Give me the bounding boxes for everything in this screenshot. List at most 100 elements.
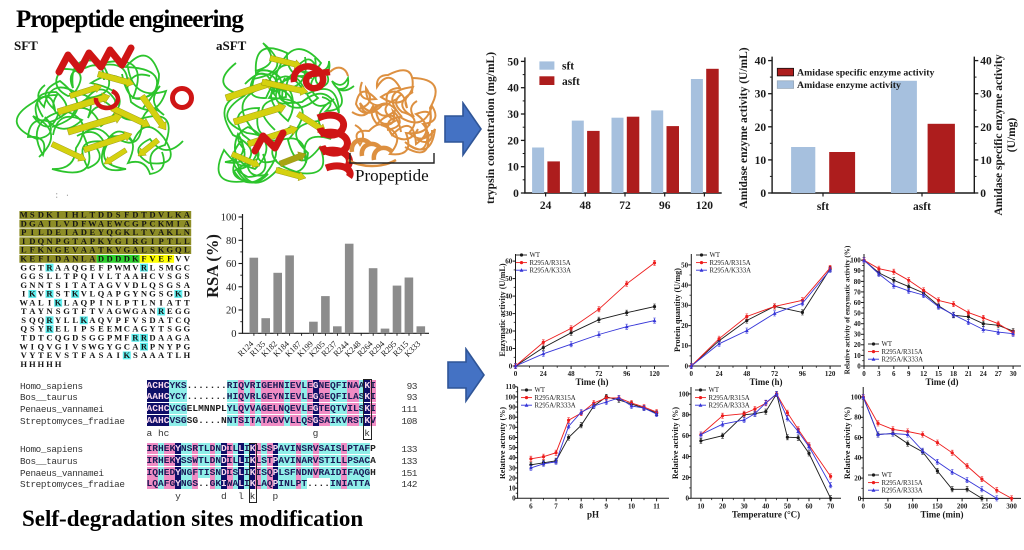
svg-text:A: A xyxy=(184,333,191,343)
svg-text:Protein quantity (U/mg): Protein quantity (U/mg) xyxy=(673,268,682,352)
svg-text:L: L xyxy=(64,324,70,334)
svg-text:G: G xyxy=(175,271,182,281)
svg-text:G: G xyxy=(166,280,173,290)
svg-text:120: 120 xyxy=(696,200,714,212)
svg-text:20: 20 xyxy=(719,502,727,510)
svg-text:200: 200 xyxy=(957,502,968,510)
svg-text:L: L xyxy=(38,297,44,307)
svg-text:27: 27 xyxy=(995,370,1003,378)
svg-text:72: 72 xyxy=(771,370,779,378)
svg-text:S: S xyxy=(30,210,35,220)
svg-text:Y: Y xyxy=(29,350,36,360)
svg-text:E: E xyxy=(29,253,35,263)
svg-text:Amidase enzyme activity (U/mL): Amidase enzyme activity (U/mL) xyxy=(738,47,750,208)
svg-text:60: 60 xyxy=(509,434,516,442)
svg-text:F: F xyxy=(167,253,172,263)
svg-text:K: K xyxy=(106,245,113,255)
svg-text:R295A/R315A: R295A/R315A xyxy=(710,260,751,267)
svg-text:A: A xyxy=(89,315,96,325)
svg-text:120: 120 xyxy=(825,370,836,378)
svg-text:0: 0 xyxy=(509,362,513,370)
svg-text:A: A xyxy=(106,350,113,360)
svg-text:Y: Y xyxy=(55,315,62,325)
svg-text:N: N xyxy=(149,306,156,316)
svg-text:96: 96 xyxy=(623,370,631,378)
svg-text:30: 30 xyxy=(980,89,992,101)
svg-text:48: 48 xyxy=(743,370,751,378)
svg-text:P: P xyxy=(73,271,78,281)
svg-text:T: T xyxy=(90,306,96,316)
svg-text:F: F xyxy=(38,253,43,263)
svg-text:G: G xyxy=(106,280,113,290)
svg-text:C: C xyxy=(124,218,130,228)
svg-text:T: T xyxy=(141,210,147,220)
svg-text:K: K xyxy=(166,227,173,237)
svg-text:D: D xyxy=(21,218,27,228)
svg-text:L: L xyxy=(55,271,61,281)
svg-text:F: F xyxy=(81,218,86,228)
svg-text:Y: Y xyxy=(167,341,174,351)
svg-text:M: M xyxy=(166,218,174,228)
svg-text:D: D xyxy=(149,315,155,325)
svg-text:A: A xyxy=(98,280,105,290)
svg-text:D: D xyxy=(132,210,138,220)
svg-text:V: V xyxy=(115,280,122,290)
svg-text:8: 8 xyxy=(579,502,583,510)
svg-text:10: 10 xyxy=(509,485,516,493)
svg-text:R: R xyxy=(46,289,53,299)
svg-text:S: S xyxy=(56,306,61,316)
svg-text:R: R xyxy=(141,333,148,343)
svg-text:I: I xyxy=(99,297,103,307)
svg-text:Q: Q xyxy=(20,324,27,334)
svg-text:asft: asft xyxy=(913,201,931,213)
svg-text:R295A/R315A: R295A/R315A xyxy=(882,480,923,487)
svg-text:P: P xyxy=(141,218,146,228)
svg-text:E: E xyxy=(158,253,164,263)
svg-text:I: I xyxy=(91,271,95,281)
svg-text:A: A xyxy=(55,262,62,272)
svg-text:K: K xyxy=(123,350,130,360)
svg-text:G: G xyxy=(80,262,87,272)
svg-text:WT: WT xyxy=(882,472,893,479)
svg-text:K: K xyxy=(80,315,87,325)
svg-text:P: P xyxy=(81,324,86,334)
svg-text:I: I xyxy=(22,236,26,246)
svg-text:R295A/R333A: R295A/R333A xyxy=(709,402,750,409)
svg-text:Y: Y xyxy=(98,227,105,237)
svg-text:E: E xyxy=(64,245,70,255)
svg-text:L: L xyxy=(81,253,87,263)
svg-text:A: A xyxy=(98,218,105,228)
svg-text:L: L xyxy=(107,271,113,281)
svg-text:70: 70 xyxy=(827,502,835,510)
svg-text:A: A xyxy=(89,253,96,263)
svg-text:D: D xyxy=(38,210,44,220)
svg-text:3: 3 xyxy=(877,370,881,378)
svg-text:R: R xyxy=(46,262,53,272)
svg-text:A: A xyxy=(132,271,139,281)
svg-text:A: A xyxy=(158,315,165,325)
svg-text:A: A xyxy=(63,253,70,263)
svg-text:A: A xyxy=(29,306,36,316)
svg-text:G: G xyxy=(63,333,70,343)
svg-text:Q: Q xyxy=(184,315,191,325)
svg-text:L: L xyxy=(184,245,190,255)
svg-text:7: 7 xyxy=(554,502,558,510)
svg-text:A: A xyxy=(132,324,139,334)
svg-text:20: 20 xyxy=(755,122,767,134)
svg-text:40: 40 xyxy=(505,293,513,301)
svg-text:R295A/K333A: R295A/K333A xyxy=(530,267,572,274)
svg-text:V: V xyxy=(98,271,105,281)
svg-text:R295A/K333A: R295A/K333A xyxy=(710,267,752,274)
svg-text:C: C xyxy=(149,218,155,228)
svg-text:80: 80 xyxy=(682,411,690,419)
svg-text:Relative activity (%): Relative activity (%) xyxy=(672,407,680,480)
svg-text:20: 20 xyxy=(854,475,862,483)
svg-text:G: G xyxy=(115,236,122,246)
svg-text:V: V xyxy=(81,289,88,299)
svg-text:20: 20 xyxy=(854,341,862,349)
svg-text:S: S xyxy=(185,271,190,281)
svg-text:N: N xyxy=(46,236,53,246)
svg-text:300: 300 xyxy=(1006,502,1017,510)
svg-text:50: 50 xyxy=(509,444,516,452)
svg-text:S: S xyxy=(116,210,121,220)
